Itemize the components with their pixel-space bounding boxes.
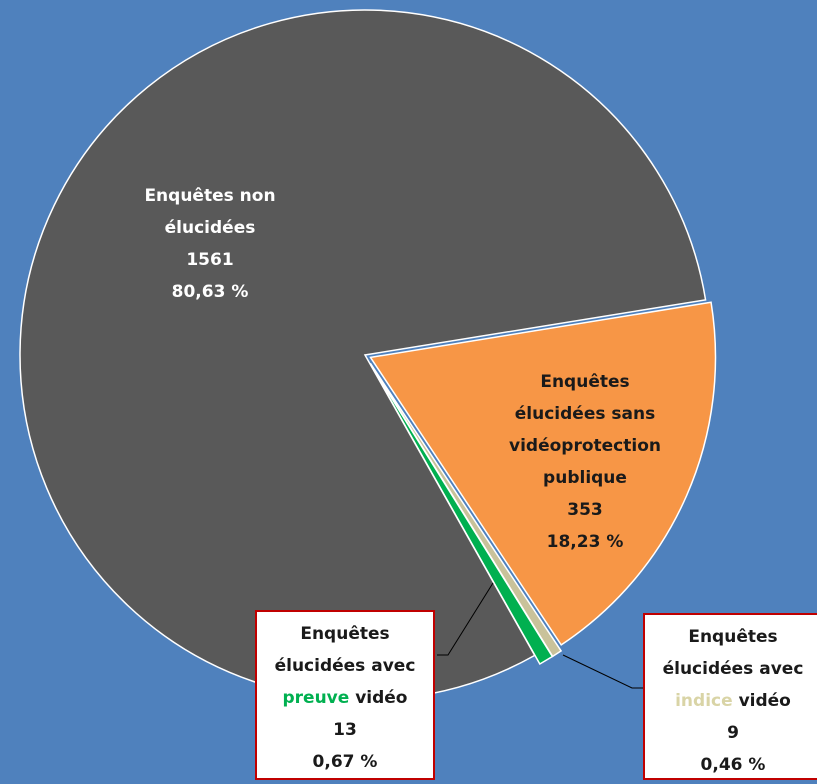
category-label: Enquêtes élucidées sans vidéoprotection … [509, 372, 661, 488]
data-label: Enquêtes élucidées sans vidéoprotection … [505, 366, 665, 558]
percent-label: 0,67 % [312, 752, 378, 772]
value-label: 9 [727, 723, 739, 743]
percent-label: 18,23 % [546, 532, 624, 552]
category-label: Enquêtes élucidées avec indice vidéo [662, 627, 804, 711]
percent-label: 0,46 % [700, 755, 766, 775]
pie-slice [369, 301, 717, 646]
value-label: 13 [333, 720, 357, 740]
data-label: Enquêtes non élucidées 1561 80,63 % [115, 180, 305, 308]
data-label: Enquêtes élucidées avec indice vidéo 9 0,4… [643, 613, 817, 780]
value-label: 353 [567, 500, 603, 520]
leader-line [437, 582, 494, 656]
category-label: Enquêtes non élucidées [144, 186, 276, 238]
percent-label: 80,63 % [171, 282, 249, 302]
category-label: Enquêtes élucidées avec preuve vidéo [274, 624, 416, 708]
value-label: 1561 [186, 250, 234, 270]
pie-slice [369, 363, 554, 665]
data-label: Enquêtes élucidées avec preuve vidéo 13 0,… [255, 610, 435, 780]
leader-line [562, 654, 643, 689]
